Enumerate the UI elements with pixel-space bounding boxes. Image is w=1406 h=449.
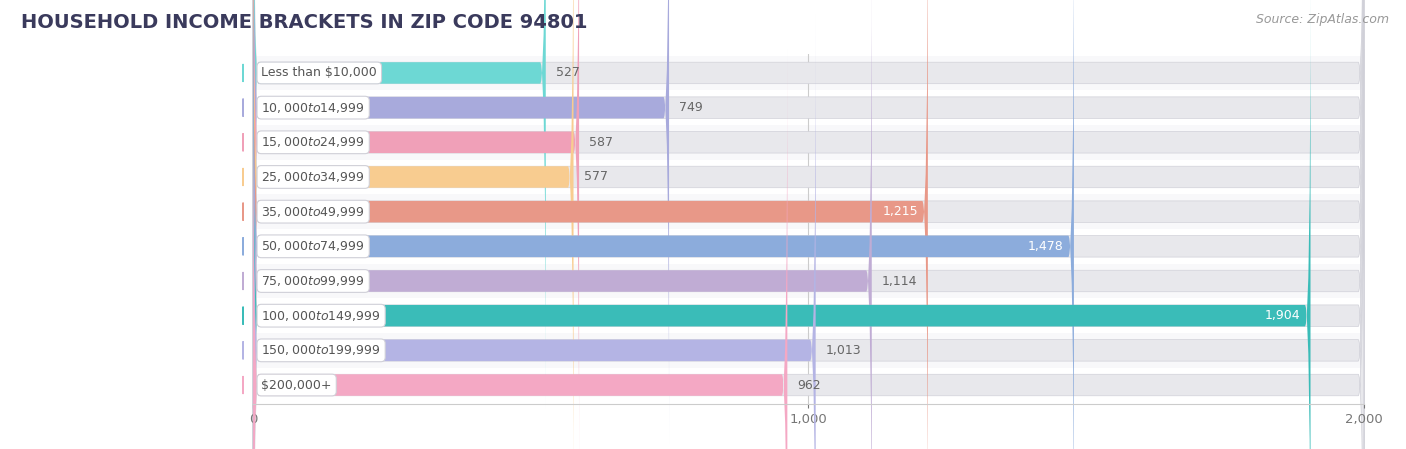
Text: $10,000 to $14,999: $10,000 to $14,999 [262,101,366,114]
FancyBboxPatch shape [253,0,1310,449]
Text: 1,114: 1,114 [882,274,917,287]
FancyBboxPatch shape [253,14,815,449]
Bar [253,264,1364,298]
Text: $200,000+: $200,000+ [262,379,332,392]
FancyBboxPatch shape [253,49,1364,449]
Text: 587: 587 [589,136,613,149]
Text: $25,000 to $34,999: $25,000 to $34,999 [262,170,366,184]
FancyBboxPatch shape [253,0,1364,444]
Text: $50,000 to $74,999: $50,000 to $74,999 [262,239,366,253]
FancyBboxPatch shape [253,0,1364,449]
FancyBboxPatch shape [253,0,1364,449]
Text: $75,000 to $99,999: $75,000 to $99,999 [262,274,366,288]
Text: 577: 577 [583,171,607,184]
Bar [253,194,1364,229]
Text: 1,013: 1,013 [825,344,862,357]
Text: $35,000 to $49,999: $35,000 to $49,999 [262,205,366,219]
Bar [253,298,1364,333]
FancyBboxPatch shape [253,0,1364,449]
FancyBboxPatch shape [253,0,1074,449]
Text: 527: 527 [555,66,579,79]
Bar [253,125,1364,160]
Text: 962: 962 [797,379,821,392]
FancyBboxPatch shape [253,0,1364,449]
Bar [253,333,1364,368]
FancyBboxPatch shape [253,0,1364,409]
Text: 1,215: 1,215 [882,205,918,218]
FancyBboxPatch shape [253,0,669,444]
Bar [253,368,1364,402]
Bar [253,229,1364,264]
Text: 1,904: 1,904 [1265,309,1301,322]
FancyBboxPatch shape [253,14,1364,449]
FancyBboxPatch shape [253,0,546,409]
FancyBboxPatch shape [253,0,574,449]
Bar [253,160,1364,194]
FancyBboxPatch shape [253,0,928,449]
Text: $15,000 to $24,999: $15,000 to $24,999 [262,135,366,150]
FancyBboxPatch shape [253,0,1364,449]
Bar [253,90,1364,125]
Text: $150,000 to $199,999: $150,000 to $199,999 [262,343,381,357]
Text: HOUSEHOLD INCOME BRACKETS IN ZIP CODE 94801: HOUSEHOLD INCOME BRACKETS IN ZIP CODE 94… [21,13,588,32]
FancyBboxPatch shape [253,0,1364,449]
Text: 1,478: 1,478 [1028,240,1064,253]
Bar [253,56,1364,90]
Text: Less than $10,000: Less than $10,000 [262,66,377,79]
Text: 749: 749 [679,101,703,114]
FancyBboxPatch shape [253,0,872,449]
FancyBboxPatch shape [253,49,787,449]
Text: Source: ZipAtlas.com: Source: ZipAtlas.com [1256,13,1389,26]
Text: $100,000 to $149,999: $100,000 to $149,999 [262,308,381,323]
FancyBboxPatch shape [253,0,579,449]
